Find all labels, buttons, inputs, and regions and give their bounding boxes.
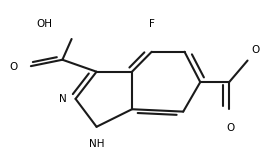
Text: OH: OH: [36, 19, 52, 29]
Text: F: F: [149, 19, 155, 29]
Text: N: N: [59, 94, 66, 104]
Text: O: O: [251, 45, 259, 55]
Text: NH: NH: [89, 139, 104, 149]
Text: O: O: [226, 123, 235, 133]
Text: O: O: [10, 62, 18, 72]
